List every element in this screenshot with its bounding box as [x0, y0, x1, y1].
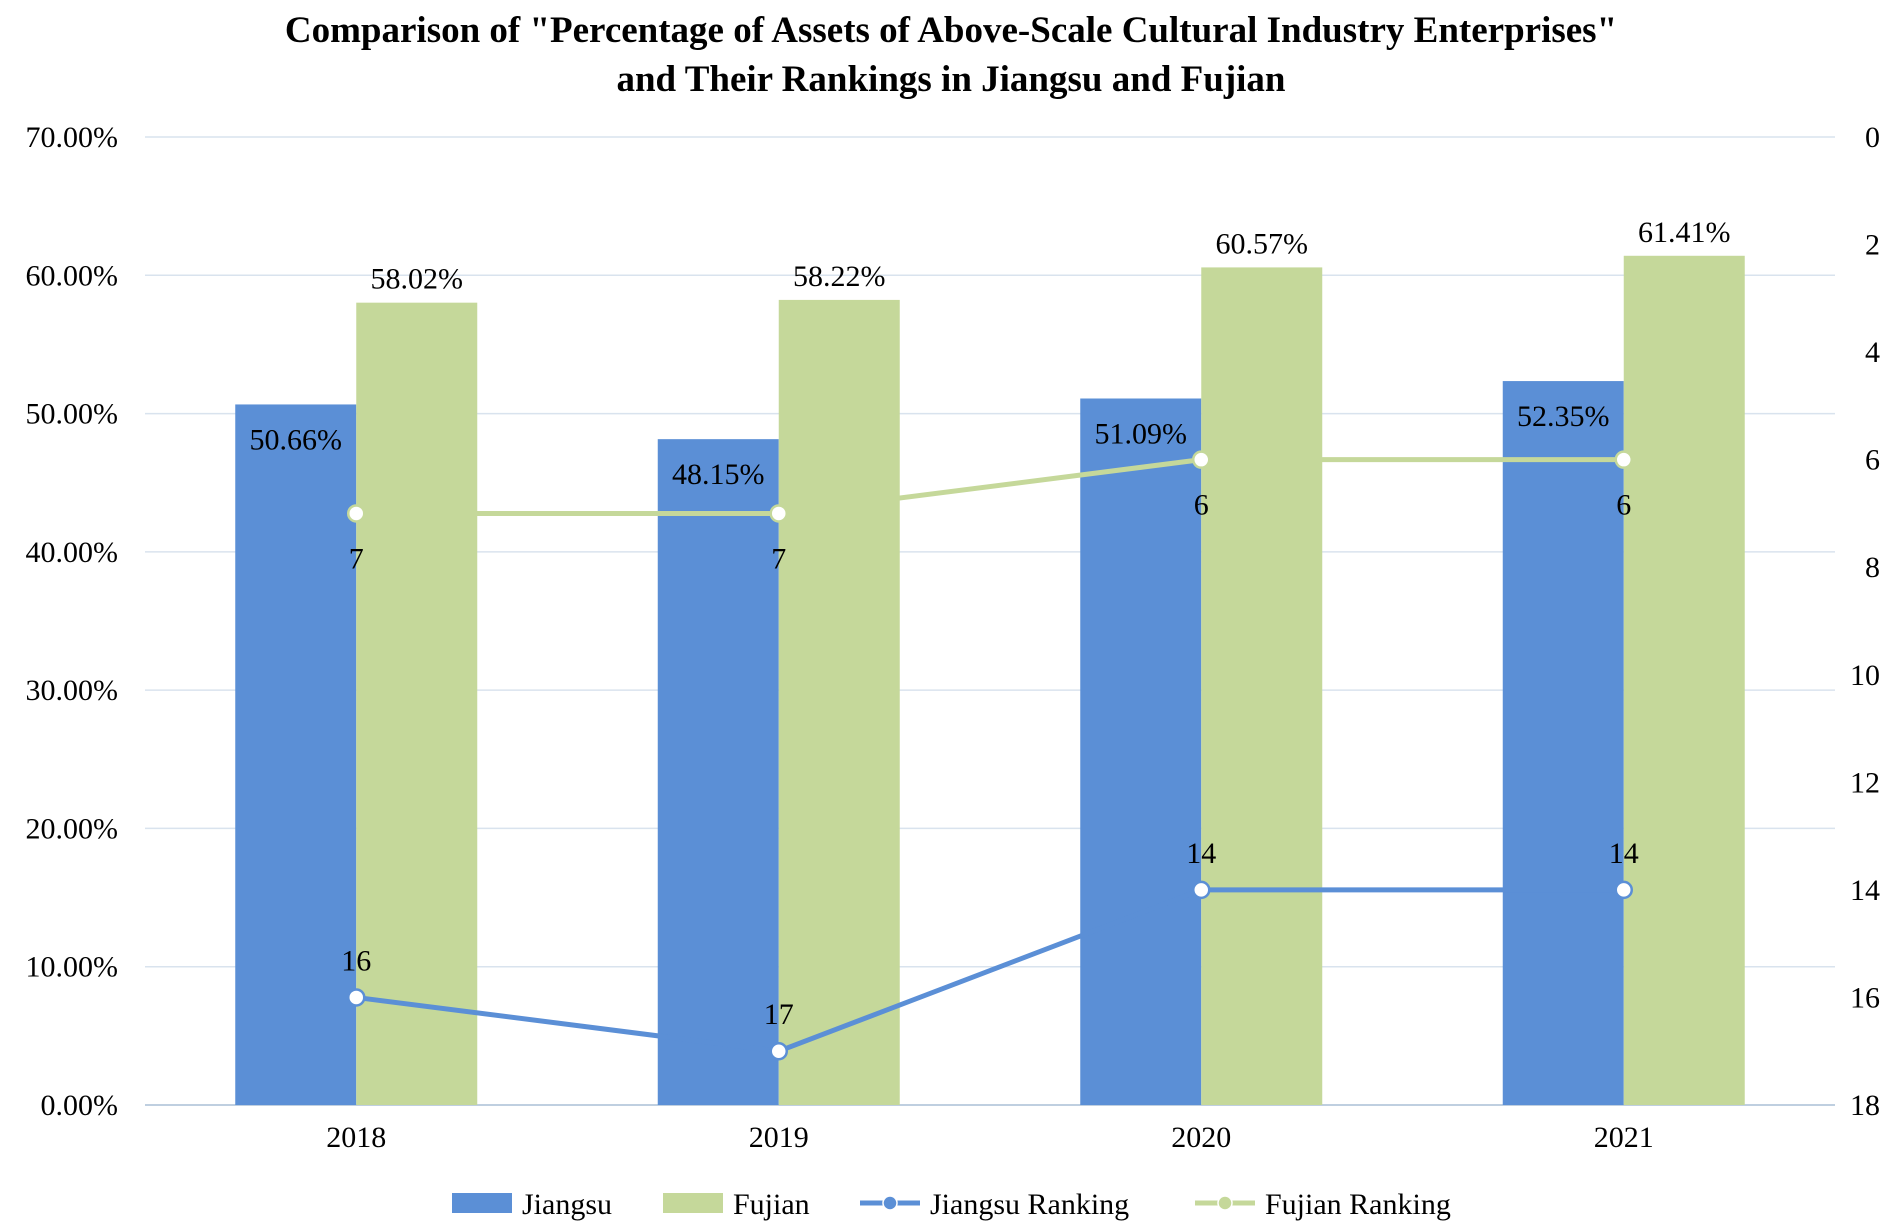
x-tick-label: 2020	[1171, 1121, 1231, 1154]
left-tick-label: 60.00%	[26, 259, 119, 292]
legend-label: Jiangsu	[522, 1188, 612, 1221]
fujian-bar-2019	[778, 299, 900, 1105]
left-tick-label: 40.00%	[26, 536, 119, 569]
fujian-ranking-label: 7	[771, 542, 786, 575]
legend-label: Fujian	[733, 1188, 810, 1221]
x-tick-label: 2019	[749, 1121, 809, 1154]
fujian-bar-label: 61.41%	[1638, 216, 1731, 249]
left-tick-label: 10.00%	[26, 951, 119, 984]
right-tick-label: 16	[1850, 981, 1880, 1014]
jiangsu-ranking-line	[355, 887, 1624, 1054]
jiangsu-bar-2020	[1080, 398, 1202, 1105]
fujian-ranking-marker	[1192, 450, 1211, 469]
chart-title: Comparison of "Percentage of Assets of A…	[0, 6, 1902, 104]
fujian-ranking-line	[356, 457, 1624, 516]
left-axis: 0.00% 10.00% 20.00% 30.00% 40.00% 50.00% 60.00…	[26, 121, 119, 1122]
jiangsu-bar-2021	[1502, 381, 1624, 1105]
legend-swatch	[663, 1193, 723, 1213]
right-tick-label: 4	[1865, 336, 1880, 369]
jiangsu-ranking-marker	[1192, 880, 1211, 900]
jiangsu-bar-label: 48.15%	[672, 458, 765, 491]
jiangsu-bar-label: 52.35%	[1517, 400, 1610, 433]
jiangsu-ranking-label: 14	[1609, 837, 1639, 870]
fujian-ranking-marker	[769, 504, 788, 523]
jiangsu-bar-2019	[657, 439, 779, 1105]
legend-swatch	[452, 1193, 512, 1213]
left-tick-label: 50.00%	[26, 398, 119, 431]
fujian-bar-2020	[1201, 267, 1323, 1105]
right-tick-label: 14	[1850, 874, 1880, 907]
jiangsu-ranking-label: 17	[764, 998, 794, 1031]
fujian-ranking-marker	[1614, 450, 1633, 469]
x-tick-label: 2021	[1594, 1121, 1654, 1154]
left-tick-label: 70.00%	[26, 121, 119, 154]
right-tick-label: 0	[1865, 121, 1880, 154]
jiangsu-ranking-marker	[1614, 880, 1633, 900]
right-tick-label: 8	[1865, 551, 1880, 584]
right-tick-label: 10	[1850, 659, 1880, 692]
fujian-ranking-marker	[347, 504, 366, 523]
fujian-ranking-label: 7	[349, 542, 364, 575]
chart-title-line-1: Comparison of "Percentage of Assets of A…	[284, 10, 1618, 51]
fujian-ranking-label: 6	[1194, 489, 1209, 522]
right-tick-label: 2	[1865, 229, 1880, 262]
fujian-bar-label: 58.02%	[371, 263, 464, 296]
jiangsu-bar-label: 50.66%	[250, 423, 343, 456]
left-tick-label: 20.00%	[26, 812, 119, 845]
x-tick-label: 2018	[326, 1121, 386, 1154]
jiangsu-ranking-label: 16	[341, 944, 371, 977]
jiangsu-bar-label: 51.09%	[1095, 417, 1188, 450]
right-tick-label: 12	[1850, 766, 1880, 799]
ranking-lines	[347, 450, 1633, 1061]
left-tick-label: 0.00%	[41, 1089, 119, 1122]
fujian-ranking-label: 6	[1616, 489, 1631, 522]
fujian-bar-2018	[356, 302, 478, 1106]
chart-title-line-2: and Their Rankings in Jiangsu and Fujian	[616, 59, 1286, 100]
right-tick-label: 18	[1850, 1089, 1880, 1122]
right-axis: 0 2 4 6 8 10 12 14 16 18	[1850, 121, 1880, 1122]
legend-label: Jiangsu Ranking	[930, 1188, 1129, 1221]
data-labels: 50.66% 48.15% 51.09% 52.35% 58.02% 58.22% 60.5…	[250, 216, 1731, 1031]
x-axis: 2018 2019 2020 2021	[326, 1121, 1654, 1154]
fujian-bar-label: 60.57%	[1216, 227, 1309, 260]
legend-marker-swatch	[882, 1195, 898, 1211]
jiangsu-ranking-label: 14	[1186, 837, 1216, 870]
jiangsu-ranking-marker	[347, 988, 366, 1007]
jiangsu-ranking-marker	[769, 1041, 788, 1061]
left-tick-label: 30.00%	[26, 674, 119, 707]
fujian-bar-label: 58.22%	[793, 260, 886, 293]
legend-marker-swatch	[1217, 1195, 1233, 1211]
right-tick-label: 6	[1865, 444, 1880, 477]
jiangsu-bar-2018	[235, 404, 357, 1105]
fujian-bar-2021	[1623, 255, 1745, 1106]
bars	[235, 255, 1745, 1106]
legend: Jiangsu Fujian Jiangsu Ranking Fujian Ranki…	[452, 1188, 1451, 1221]
legend-label: Fujian Ranking	[1265, 1188, 1451, 1221]
